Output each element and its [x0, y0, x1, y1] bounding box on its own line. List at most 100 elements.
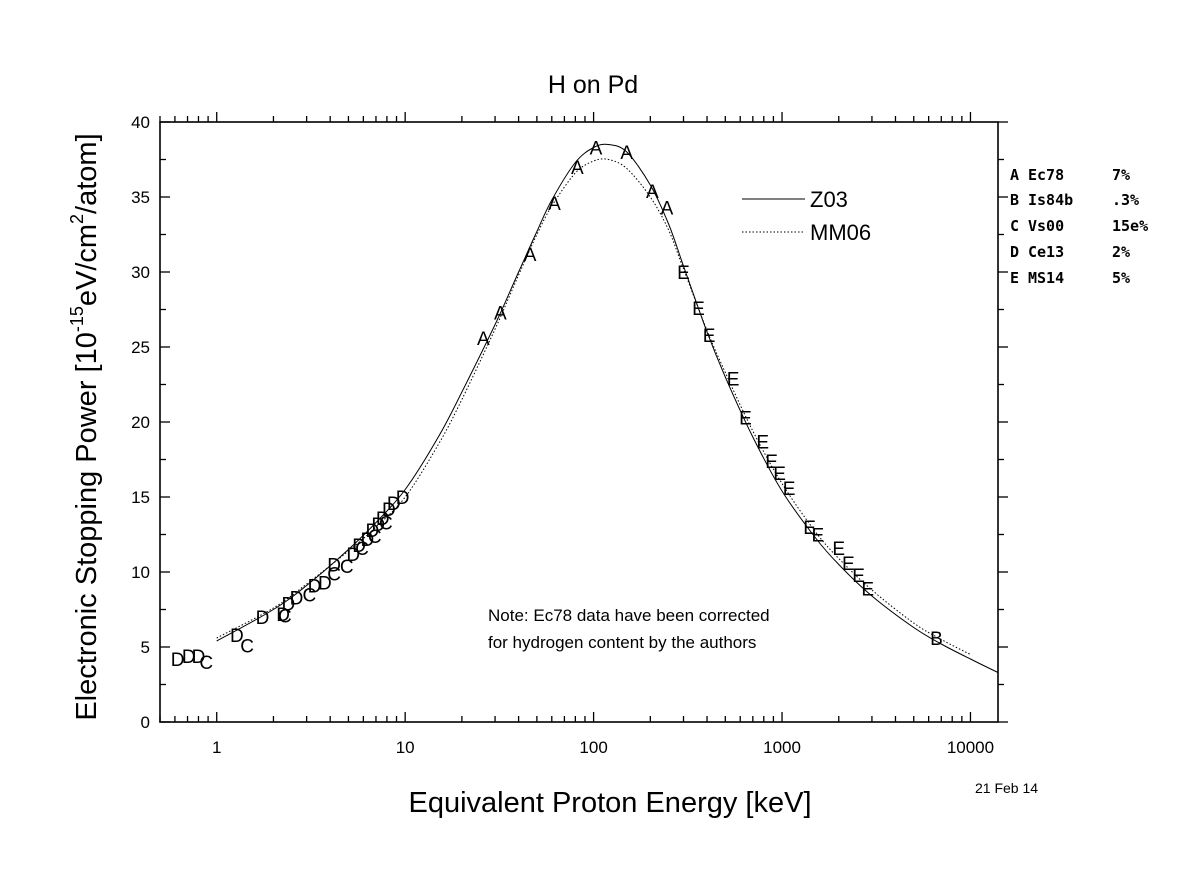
note-annotation: Note: Ec78 data have been corrected for …	[488, 606, 770, 652]
data-point-d: D	[230, 626, 244, 647]
y-axis-label-main: Electronic Stopping Power [10	[71, 332, 103, 721]
data-point-e: E	[783, 479, 796, 500]
dataset-letter: A	[1010, 166, 1019, 184]
theory-curves	[216, 143, 999, 673]
data-point-d: D	[376, 509, 390, 530]
legend: Z03 MM06	[742, 187, 871, 245]
dataset-ref: MS14	[1028, 269, 1064, 287]
data-point-e: E	[765, 452, 778, 473]
x-tick-label: 1	[212, 738, 221, 757]
data-point-a: A	[494, 304, 507, 325]
data-point-e: E	[832, 539, 845, 560]
data-point-e: E	[677, 263, 690, 284]
y-axis-label-tail: /atom]	[71, 133, 103, 214]
dataset-error: 5%	[1112, 269, 1130, 287]
y-tick-labels: 0 5 10 15 20 25 30 35 40	[131, 113, 150, 732]
y-tick-label: 40	[131, 113, 150, 132]
data-point-c: C	[355, 539, 369, 560]
dataset-row: E MS14 5%	[1010, 269, 1130, 287]
y-tick-label: 25	[131, 338, 150, 357]
x-tick-label: 100	[579, 738, 607, 757]
x-tick-label: 1000	[763, 738, 801, 757]
data-point-c: C	[278, 607, 292, 628]
data-point-d: D	[396, 488, 410, 509]
dataset-letter: E	[1010, 269, 1019, 287]
data-point-c: C	[199, 653, 213, 674]
y-tick-label: 5	[141, 638, 150, 657]
data-point-e: E	[703, 326, 716, 347]
dataset-ref: Is84b	[1028, 191, 1073, 209]
y-tick-label: 10	[131, 563, 150, 582]
dataset-error: 7%	[1112, 166, 1130, 184]
data-point-e: E	[812, 526, 825, 547]
data-point-d: D	[256, 608, 270, 629]
dataset-error: .3%	[1112, 191, 1139, 209]
dataset-letter: D	[1010, 243, 1019, 261]
legend-label-z03: Z03	[810, 187, 848, 212]
y-axis-label-squared: 2	[67, 214, 87, 224]
y-axis-label-exponent: -15	[67, 306, 87, 332]
dataset-ref: Ce13	[1028, 243, 1064, 261]
data-point-c: C	[340, 557, 354, 578]
data-point-d: D	[318, 574, 332, 595]
note-line: Note: Ec78 data have been corrected	[488, 606, 770, 625]
dataset-error: 15e%	[1112, 217, 1148, 235]
data-point-e: E	[756, 433, 769, 454]
y-tick-label: 15	[131, 488, 150, 507]
data-point-a: A	[661, 199, 674, 220]
data-point-c: C	[327, 565, 341, 586]
plot-frame	[159, 121, 999, 723]
dataset-row: A Ec78 7%	[1010, 166, 1130, 184]
y-tick-label: 35	[131, 188, 150, 207]
axis-ticks	[159, 112, 1008, 723]
x-tick-label: 10000	[947, 738, 994, 757]
date-stamp: 21 Feb 14	[975, 780, 1038, 796]
data-point-e: E	[727, 370, 740, 391]
data-point-c: C	[240, 637, 254, 658]
data-point-d: D	[382, 500, 396, 521]
data-point-e: E	[739, 409, 752, 430]
data-point-a: A	[571, 158, 584, 179]
data-point-d: D	[192, 647, 206, 668]
dataset-error: 2%	[1112, 243, 1130, 261]
data-point-e: E	[773, 464, 786, 485]
data-point-a: A	[477, 329, 490, 350]
dataset-ref: Vs00	[1028, 217, 1064, 235]
data-point-d: D	[171, 650, 185, 671]
data-point-d: D	[387, 494, 401, 515]
data-point-a: A	[590, 139, 603, 160]
data-point-e: E	[852, 566, 865, 587]
data-point-d: D	[282, 595, 296, 616]
x-tick-labels: 1 10 100 1000 10000	[212, 738, 994, 757]
dataset-row: B Is84b .3%	[1010, 191, 1139, 209]
note-line: for hydrogen content by the authors	[488, 633, 756, 652]
x-axis-label: Equivalent Proton Energy [keV]	[408, 787, 811, 819]
data-point-d: D	[360, 530, 374, 551]
data-point-e: E	[803, 518, 816, 539]
data-point-b: B	[930, 629, 943, 650]
data-point-c: C	[379, 514, 393, 535]
data-point-c: C	[368, 527, 382, 548]
dataset-row: D Ce13 2%	[1010, 243, 1130, 261]
data-point-c: C	[302, 586, 316, 607]
dataset-letter: C	[1010, 217, 1019, 235]
y-tick-label: 0	[141, 713, 150, 732]
dataset-row: C Vs00 15e%	[1010, 217, 1148, 235]
data-point-a: A	[620, 143, 633, 164]
data-point-e: E	[842, 554, 855, 575]
x-tick-label: 10	[396, 738, 415, 757]
data-point-d: D	[182, 647, 196, 668]
chart-title: H on Pd	[548, 71, 638, 99]
data-point-d: D	[290, 589, 304, 610]
dataset-list: A Ec78 7% B Is84b .3% C Vs00 15e% D Ce13…	[1010, 166, 1148, 287]
curve-mm06	[216, 158, 971, 655]
data-point-a: A	[524, 245, 537, 266]
data-point-d: D	[371, 515, 385, 536]
dataset-ref: Ec78	[1028, 166, 1064, 184]
data-point-d: D	[308, 577, 322, 598]
curve-z03	[216, 143, 999, 673]
data-point-d: D	[327, 556, 341, 577]
